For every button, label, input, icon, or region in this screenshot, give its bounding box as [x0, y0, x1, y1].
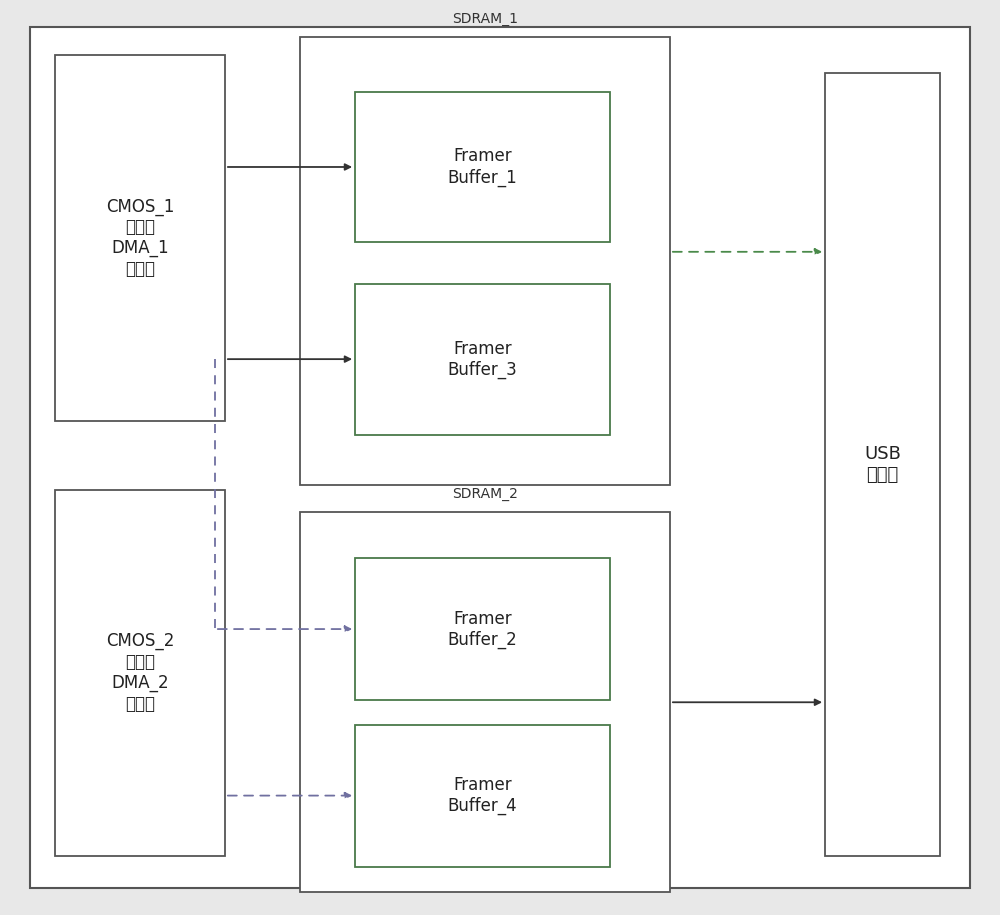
Bar [55, 55, 225, 421]
Bar [300, 37, 670, 485]
Text: SDRAM_1: SDRAM_1 [452, 12, 518, 26]
Bar [55, 490, 225, 856]
Bar [355, 92, 610, 242]
Text: Framer
Buffer_2: Framer Buffer_2 [448, 609, 517, 649]
Bar [355, 558, 610, 700]
Bar [825, 73, 940, 856]
Text: Framer
Buffer_4: Framer Buffer_4 [448, 776, 517, 815]
Bar [355, 725, 610, 867]
Bar [300, 512, 670, 892]
Text: Framer
Buffer_3: Framer Buffer_3 [448, 339, 517, 379]
Text: Framer
Buffer_1: Framer Buffer_1 [448, 147, 517, 187]
Text: SDRAM_2: SDRAM_2 [452, 488, 518, 501]
Text: CMOS_1
对应的
DMA_1
控制器: CMOS_1 对应的 DMA_1 控制器 [106, 198, 174, 278]
Text: CMOS_2
对应的
DMA_2
控制器: CMOS_2 对应的 DMA_2 控制器 [106, 632, 174, 713]
Text: USB
控制器: USB 控制器 [864, 445, 901, 484]
Bar [355, 284, 610, 435]
